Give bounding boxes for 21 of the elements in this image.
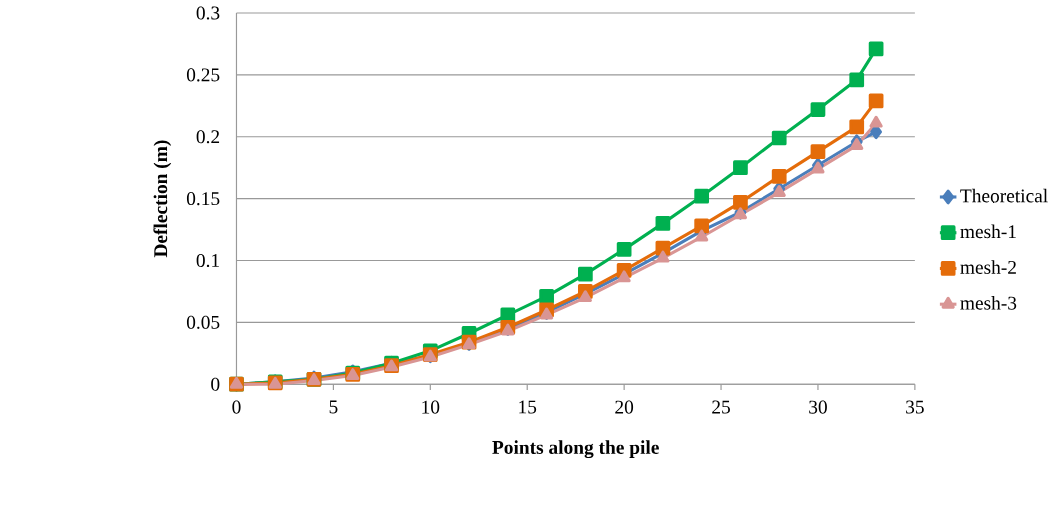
legend-label: Theoretical (960, 188, 1048, 203)
legend-label: mesh-3 (960, 296, 1017, 310)
x-tick-label: 20 (615, 400, 634, 414)
y-tick-label: 0 (211, 377, 220, 391)
legend-label: mesh-2 (960, 260, 1016, 275)
y-tick-label: 0.05 (186, 315, 220, 330)
x-axis-title: Points along the pile (492, 440, 659, 459)
x-tick-label: 15 (519, 400, 537, 414)
x-tick-label: 10 (422, 400, 440, 414)
x-tick-label: 30 (809, 400, 827, 414)
legend-label: mesh-1 (960, 224, 1016, 239)
y-tick-label: 0.25 (186, 68, 220, 82)
y-tick-label: 0.1 (196, 254, 219, 268)
x-tick-label: 35 (906, 400, 924, 414)
y-tick-label: 0.2 (196, 130, 220, 144)
y-tick-label: 0.15 (186, 192, 220, 206)
x-tick-label: 25 (712, 400, 730, 414)
y-tick-label: 0.3 (196, 6, 220, 20)
x-tick-label: 5 (329, 400, 338, 414)
y-axis-title: Deflection (m) (153, 140, 172, 258)
x-tick-label: 0 (232, 400, 241, 414)
